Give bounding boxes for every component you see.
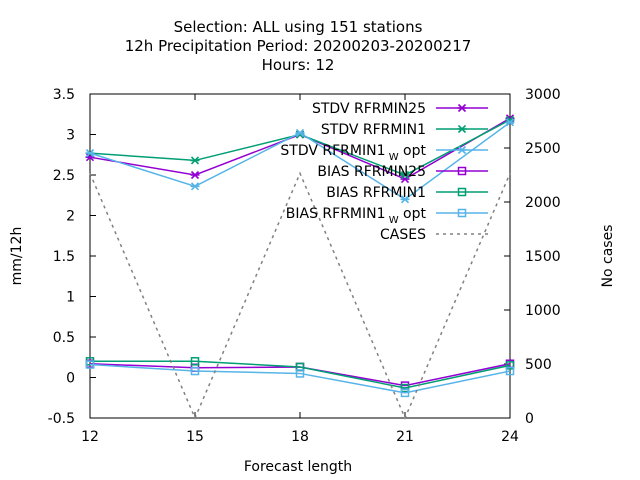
x-tick-label: 12: [81, 429, 99, 445]
legend-label: STDV RFRMIN25: [312, 101, 426, 117]
legend-label: CASES: [380, 227, 426, 243]
legend-label: STDV RFRMIN1: [321, 122, 426, 138]
series-line: [90, 360, 511, 389]
y-tick-label: 3.5: [53, 87, 75, 103]
data-point: [505, 118, 515, 127]
data-point: [295, 128, 305, 137]
series-layer: [85, 114, 515, 420]
legend-label: BIAS RFRMIN1: [326, 185, 426, 201]
data-point: [505, 361, 515, 370]
y-tick-label: 0: [66, 371, 75, 387]
legend-label: STDV RFRMIN1 W opt: [280, 143, 426, 163]
data-point: [400, 195, 410, 204]
data-point: [457, 124, 467, 134]
x-tick-label: 24: [501, 429, 519, 445]
series-6: [89, 171, 511, 420]
x-tick-label: 15: [186, 429, 204, 445]
series-2: [85, 118, 515, 204]
title-line-1: Selection: ALL using 151 stations: [174, 18, 423, 36]
y-tick-label: 3: [66, 128, 75, 144]
data-point: [505, 366, 515, 376]
y-tick-label: 2: [66, 209, 75, 225]
y-tick-label: 0.5: [53, 330, 75, 346]
series-5: [85, 360, 515, 398]
data-point: [190, 366, 200, 376]
x-axis-label: Forecast length: [244, 459, 352, 475]
chart-title: Selection: ALL using 151 stations 12h Pr…: [125, 18, 472, 74]
title-line-3: Hours: 12: [262, 56, 335, 74]
y2-tick-label: 3000: [525, 87, 561, 103]
x-tick-label: 18: [291, 429, 309, 445]
y-tick-label: 2.5: [53, 168, 75, 184]
y2-tick-label: 1000: [525, 303, 561, 319]
series-4: [85, 357, 515, 393]
y-tick-label: -0.5: [48, 411, 75, 427]
data-point: [190, 156, 200, 165]
y-tick-label: 1.5: [53, 249, 75, 265]
title-line-2: 12h Precipitation Period: 20200203-20200…: [125, 37, 472, 55]
y2-axis-label: No cases: [600, 225, 616, 288]
y2-tick-label: 2500: [525, 141, 561, 157]
data-point: [457, 187, 467, 197]
axis-ticks: 12 15 18 21 24 -0.5 0 0.5 1 1.5 2 2.5 3 3.5 0 500 1000 15…: [48, 87, 561, 445]
series-line: [89, 363, 511, 394]
y-axis-label: mm/12h: [9, 227, 25, 286]
y2-tick-label: 0: [525, 411, 534, 427]
data-point: [85, 360, 95, 369]
data-point: [190, 170, 200, 180]
data-point: [457, 145, 467, 155]
y2-tick-label: 1500: [525, 249, 561, 265]
y-tick-label: 1: [66, 290, 75, 306]
legend-label: BIAS RFRMIN25: [317, 164, 426, 180]
series-line: [89, 171, 511, 420]
series-3: [85, 359, 515, 390]
data-point: [457, 103, 467, 113]
y2-tick-label: 500: [525, 357, 552, 373]
data-point: [85, 149, 95, 158]
legend-label: BIAS RFRMIN1 W opt: [286, 206, 427, 226]
y2-tick-label: 2000: [525, 195, 561, 211]
data-point: [400, 170, 410, 180]
x-tick-label: 21: [396, 429, 414, 445]
data-point: [190, 182, 200, 191]
legend: STDV RFRMIN25 STDV RFRMIN1 STDV RFRMIN1 W …: [280, 101, 488, 243]
data-point: [400, 383, 410, 393]
data-point: [457, 166, 467, 176]
data-point: [400, 388, 410, 398]
data-point: [295, 369, 305, 378]
data-point: [190, 357, 200, 366]
data-point: [457, 208, 467, 218]
